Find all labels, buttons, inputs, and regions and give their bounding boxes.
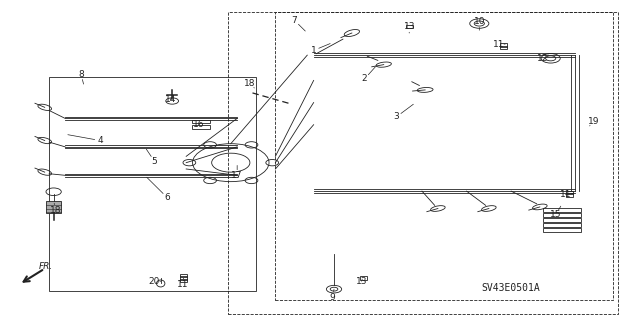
Text: 18: 18 [244, 79, 255, 88]
Bar [228, 11, 618, 315]
Bar [500, 43, 507, 47]
Bar [192, 125, 210, 129]
Bar [49, 77, 256, 291]
Text: 18: 18 [50, 206, 61, 215]
Text: 8: 8 [78, 70, 84, 78]
Text: 14: 14 [164, 95, 176, 104]
Text: 16: 16 [193, 120, 205, 129]
Bar [180, 274, 188, 277]
Bar [500, 46, 507, 49]
Bar [46, 201, 61, 213]
Text: 1: 1 [311, 46, 317, 55]
Bar [566, 193, 573, 197]
Text: FR.: FR. [38, 262, 52, 271]
Bar [192, 120, 210, 123]
Bar [543, 208, 581, 212]
Text: 7: 7 [292, 16, 298, 25]
Bar [543, 228, 581, 232]
Text: 4: 4 [97, 136, 103, 145]
Text: 15: 15 [550, 210, 561, 219]
Bar [406, 25, 413, 28]
Text: 12: 12 [538, 54, 548, 63]
Text: 9: 9 [330, 293, 335, 301]
Bar [180, 279, 188, 282]
Bar [180, 276, 188, 280]
Bar [275, 11, 613, 300]
Text: 3: 3 [394, 112, 399, 121]
Text: 20: 20 [148, 277, 160, 286]
Text: SV43E0501A: SV43E0501A [482, 283, 541, 293]
Text: 6: 6 [164, 193, 170, 202]
Text: 11: 11 [493, 40, 504, 48]
Text: 5: 5 [152, 157, 157, 166]
Text: 19: 19 [588, 117, 600, 126]
Text: 2: 2 [362, 74, 367, 83]
Bar [360, 276, 367, 280]
Bar [543, 213, 581, 217]
Text: 11: 11 [559, 190, 571, 199]
Text: 11: 11 [177, 280, 189, 289]
Bar [543, 223, 581, 227]
Text: 17: 17 [232, 171, 243, 180]
Text: 13: 13 [403, 22, 415, 31]
Text: 10: 10 [474, 18, 485, 26]
Bar [566, 191, 573, 195]
Bar [543, 218, 581, 222]
Text: 13: 13 [356, 277, 367, 286]
